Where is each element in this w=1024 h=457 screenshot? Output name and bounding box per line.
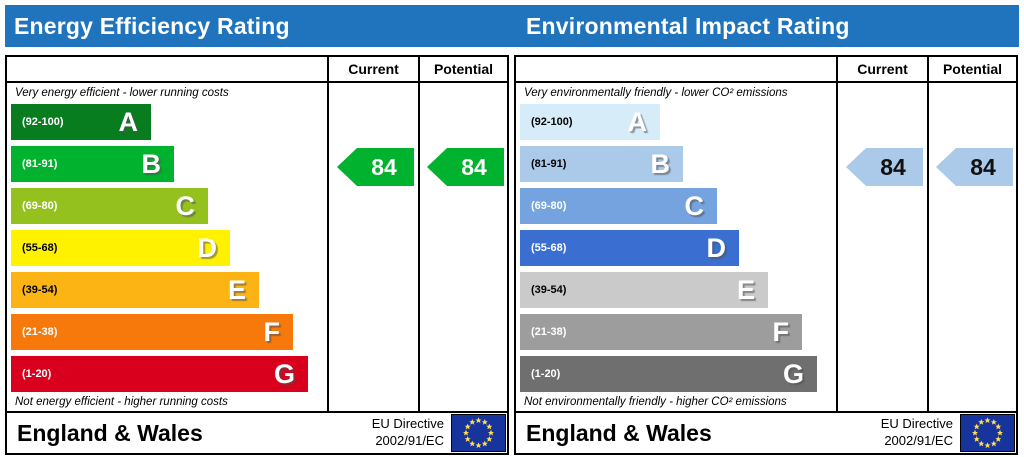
eu-directive-line1: EU Directive <box>880 416 953 432</box>
band-range-label: (92-100) <box>531 116 573 128</box>
band-range-label: (1-20) <box>22 368 52 380</box>
bottom-caption: Not energy efficient - higher running co… <box>15 396 228 408</box>
title-bar: Energy Efficiency Rating Environmental I… <box>5 5 1019 47</box>
potential-rating-arrow: 84 <box>936 148 1013 186</box>
band-range-label: (55-68) <box>531 242 567 254</box>
column-divider <box>418 57 420 411</box>
energy-efficiency-panel: Current Potential Very energy efficient … <box>5 55 509 455</box>
header-divider <box>516 81 1016 83</box>
band-range-label: (69-80) <box>531 200 567 212</box>
potential-column-header: Potential <box>942 61 1003 77</box>
band-e-row: (39-54) E <box>11 272 259 308</box>
band-b-row: (81-91) B <box>11 146 174 182</box>
band-letter: F <box>263 316 281 347</box>
band-letter: D <box>197 232 218 263</box>
current-column-header: Current <box>348 61 399 77</box>
current-rating-arrow: 84 <box>846 148 923 186</box>
band-f-row: (21-38) F <box>11 314 293 350</box>
band-letter: G <box>273 358 295 389</box>
region-label: England & Wales <box>17 419 203 446</box>
band-range-label: (21-38) <box>531 326 567 338</box>
potential-rating-arrow: 84 <box>427 148 504 186</box>
band-range-label: (81-91) <box>22 158 58 170</box>
potential-rating-value: 84 <box>970 153 996 180</box>
band-range-label: (55-68) <box>22 242 58 254</box>
band-range-label: (92-100) <box>22 116 64 128</box>
current-column-header: Current <box>857 61 908 77</box>
column-divider <box>836 57 838 411</box>
current-rating-value: 84 <box>880 153 906 180</box>
environmental-impact-panel: Current Potential Very environmentally f… <box>514 55 1018 455</box>
eu-directive-line1: EU Directive <box>371 416 444 432</box>
header-divider <box>7 81 507 83</box>
band-f-row: (21-38) F <box>520 314 802 350</box>
environmental-impact-title: Environmental Impact Rating <box>526 13 850 39</box>
panel-footer: England & Wales EU Directive 2002/91/EC <box>516 411 1016 453</box>
region-label: England & Wales <box>526 419 712 446</box>
eu-directive-label: EU Directive 2002/91/EC <box>881 416 960 450</box>
band-letter: E <box>227 274 246 305</box>
potential-column-header: Potential <box>433 61 494 77</box>
band-range-label: (81-91) <box>531 158 567 170</box>
band-d-row: (55-68) D <box>520 230 739 266</box>
band-letter: D <box>706 232 727 263</box>
panel-footer: England & Wales EU Directive 2002/91/EC <box>7 411 507 453</box>
band-range-label: (39-54) <box>22 284 58 296</box>
top-caption: Very energy efficient - lower running co… <box>15 87 229 99</box>
potential-rating-value: 84 <box>461 153 487 180</box>
band-d-row: (55-68) D <box>11 230 230 266</box>
band-range-label: (39-54) <box>531 284 567 296</box>
band-a-row: (92-100) A <box>11 104 151 140</box>
band-letter: G <box>782 358 804 389</box>
eu-directive-label: EU Directive 2002/91/EC <box>372 416 451 450</box>
band-c-row: (69-80) C <box>11 188 208 224</box>
eu-flag-icon <box>451 414 506 452</box>
energy-efficiency-title: Energy Efficiency Rating <box>14 13 290 39</box>
eu-flag-icon <box>960 414 1015 452</box>
top-caption: Very environmentally friendly - lower CO… <box>524 87 788 99</box>
band-letter: A <box>118 106 139 137</box>
band-letter: E <box>736 274 755 305</box>
eu-directive-line2: 2002/91/EC <box>884 433 953 448</box>
band-letter: A <box>627 106 648 137</box>
eu-directive-line2: 2002/91/EC <box>375 433 444 448</box>
band-range-label: (69-80) <box>22 200 58 212</box>
band-g-row: (1-20) G <box>520 356 817 392</box>
column-divider <box>327 57 329 411</box>
band-b-row: (81-91) B <box>520 146 683 182</box>
band-letter: C <box>684 190 705 221</box>
band-letter: B <box>650 148 671 179</box>
band-range-label: (21-38) <box>22 326 58 338</box>
band-g-row: (1-20) G <box>11 356 308 392</box>
current-rating-arrow: 84 <box>337 148 414 186</box>
band-e-row: (39-54) E <box>520 272 768 308</box>
column-divider <box>927 57 929 411</box>
current-rating-value: 84 <box>371 153 397 180</box>
band-c-row: (69-80) C <box>520 188 717 224</box>
band-a-row: (92-100) A <box>520 104 660 140</box>
band-range-label: (1-20) <box>531 368 561 380</box>
bottom-caption: Not environmentally friendly - higher CO… <box>524 396 787 408</box>
band-letter: F <box>772 316 790 347</box>
band-letter: C <box>175 190 196 221</box>
band-letter: B <box>141 148 162 179</box>
